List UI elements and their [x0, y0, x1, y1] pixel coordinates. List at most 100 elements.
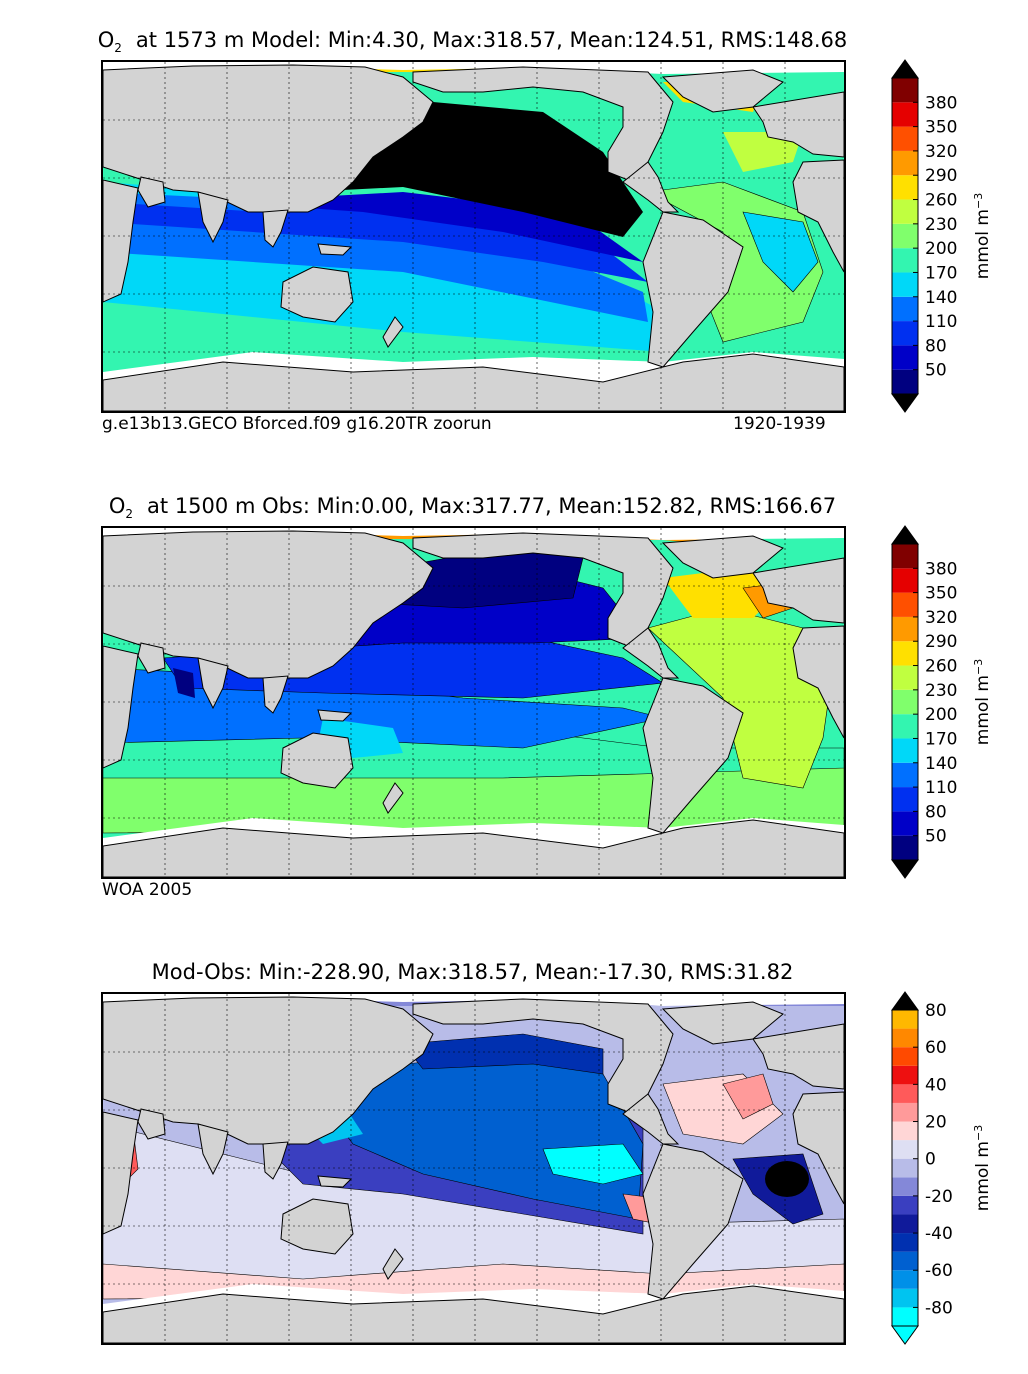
land-antarctica: [103, 1285, 844, 1343]
colorbar-tick-label: 200: [925, 239, 957, 259]
colorbar-tick-label: 50: [925, 361, 947, 381]
period-caption: 1920-1939: [733, 414, 826, 434]
land-seasia: [262, 209, 289, 248]
colorbar-bin: [892, 272, 918, 297]
colorbar-units-label: mmol m−3: [972, 659, 993, 745]
land-northAmerica: [412, 998, 674, 1115]
diff-region: [722, 1073, 774, 1120]
land-nz: [382, 316, 404, 348]
colorbar-tick-label: 230: [925, 215, 957, 235]
land-nz: [382, 782, 404, 814]
model-region: [723, 132, 803, 172]
colorbar-frame: [891, 77, 919, 395]
colorbar-bin: [892, 223, 918, 249]
diff-map-plot: [103, 994, 844, 1343]
colorbar-tick-label: -80: [925, 1298, 953, 1318]
colorbar-bin: [892, 1233, 918, 1252]
colorbar-over-arrow: [891, 59, 919, 79]
colorbar-tick-label: 350: [925, 584, 957, 604]
obs-region: [173, 668, 195, 698]
colorbar-tick-label: 320: [925, 142, 957, 162]
land-india: [197, 1123, 229, 1176]
diff-region: [402, 1033, 604, 1075]
model-colorbar-svg: 50 80 110 140 170 200 230 260 290 320 350 380 mmol m…: [891, 59, 993, 413]
colorbar-bin: [892, 1047, 918, 1066]
land-centralAmerica: [622, 627, 680, 679]
colorbar-bin: [892, 1214, 918, 1234]
land-india: [197, 657, 229, 710]
colorbar-tick-label: 80: [925, 1001, 947, 1021]
colorbar-tick-label: 200: [925, 705, 957, 725]
colorbar-under-arrow: [891, 859, 919, 879]
colorbar-bin: [892, 1177, 918, 1196]
title-text: at 1573 m Model: Min:4.30, Max:318.57, M…: [135, 28, 848, 52]
land-nz: [382, 1248, 404, 1280]
colorbar-bin: [892, 102, 918, 127]
colorbar-tick-label: 170: [925, 729, 957, 749]
panel-title-diff: Mod-Obs: Min:-228.90, Max:318.57, Mean:-…: [0, 960, 945, 984]
colorbar-tick-label: 290: [925, 166, 957, 186]
colorbar-frame: [891, 1009, 919, 1327]
land-india: [197, 191, 229, 244]
colorbar-tick-label: 140: [925, 754, 957, 774]
colorbar-units-label: mmol m−3: [972, 1125, 993, 1211]
colorbar-bin: [892, 175, 918, 200]
run-name-caption: g.e13b13.GECO Bforced.f09 g16.20TR zooru…: [102, 414, 492, 434]
colorbar-bin: [892, 1028, 918, 1048]
colorbar-over-arrow: [891, 991, 919, 1011]
colorbar-frame: [891, 543, 919, 861]
colorbar-bin: [892, 738, 918, 763]
land-africaE: [103, 645, 139, 769]
panel-title-obs: O2 at 1500 m Obs: Min:0.00, Max:317.77, M…: [108, 494, 837, 522]
colorbar-bin: [892, 1288, 918, 1308]
colorbar-bin: [892, 78, 918, 103]
diff-region: [765, 1161, 809, 1197]
title-text: Mod-Obs: Min:-228.90, Max:318.57, Mean:-…: [151, 960, 794, 984]
model-colorbar: 50 80 110 140 170 200 230 260 290 320 350 380 mmol m…: [890, 58, 1020, 414]
colorbar-tick-label: -20: [925, 1187, 953, 1207]
colorbar-tick-label: 380: [925, 93, 957, 113]
obs-source-caption: WOA 2005: [102, 880, 193, 900]
land-eurasia: [103, 530, 434, 679]
colorbar-bin: [892, 689, 918, 715]
land-australia: [280, 732, 354, 789]
colorbar-tick-label: 380: [925, 559, 957, 579]
colorbar-tick-label: 20: [925, 1113, 947, 1133]
colorbar-bin: [892, 126, 918, 151]
colorbar-tick-label: 260: [925, 657, 957, 677]
land-europe: [752, 1023, 844, 1090]
land-newguinea: [317, 709, 353, 722]
colorbar-bin: [892, 811, 918, 836]
colorbar-tick-label: 60: [925, 1038, 947, 1058]
colorbar-bin: [892, 592, 918, 617]
model-region: [742, 211, 819, 293]
colorbar-tick-label: 320: [925, 608, 957, 628]
land-seasia: [262, 675, 289, 714]
colorbar-tick-label: 170: [925, 263, 957, 283]
colorbar-bin: [892, 150, 918, 176]
land-australia: [280, 1198, 354, 1255]
colorbar-bin: [892, 1084, 918, 1103]
colorbar-bin: [892, 665, 918, 690]
colorbar-bin: [892, 1010, 918, 1029]
colorbar-tick-label: 110: [925, 312, 957, 332]
colorbar-bin: [892, 199, 918, 224]
colorbar-bin: [892, 835, 918, 860]
land-africaW: [792, 625, 844, 739]
colorbar-bin: [892, 544, 918, 569]
diff-map: [101, 992, 846, 1345]
obs-colorbar: 50 80 110 140 170 200 230 260 290 320 350 380 mmol m…: [890, 524, 1020, 880]
land-africaE: [103, 1111, 139, 1235]
land-centralAmerica: [622, 1093, 680, 1145]
colorbar-units-label: mmol m−3: [972, 193, 993, 279]
title-text: at 1500 m Obs: Min:0.00, Max:317.77, Mea…: [147, 494, 837, 518]
colorbar-bin: [892, 296, 918, 322]
land-northAmerica: [412, 532, 674, 649]
colorbar-tick-label: 140: [925, 288, 957, 308]
colorbar-tick-label: 350: [925, 118, 957, 138]
colorbar-bin: [892, 1251, 918, 1271]
land-africaW: [792, 159, 844, 273]
colorbar-bin: [892, 1065, 918, 1085]
land-northAmerica: [412, 66, 674, 183]
colorbar-bin: [892, 1102, 918, 1122]
